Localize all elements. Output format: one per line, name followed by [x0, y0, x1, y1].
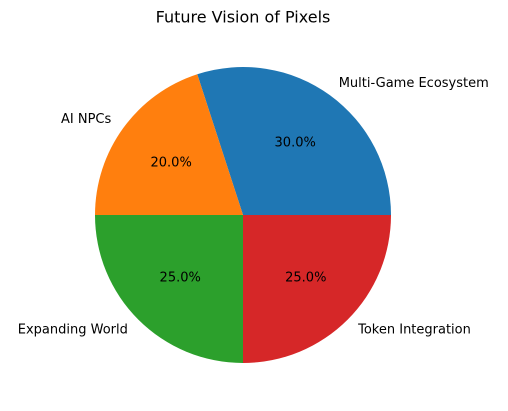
pie-slice [243, 215, 391, 363]
slice-label: Expanding World [18, 323, 128, 338]
pie-slice [95, 215, 243, 363]
value-label: 20.0% [151, 155, 192, 170]
slice-label: Token Integration [357, 323, 471, 338]
value-label: 25.0% [285, 270, 326, 285]
chart-title: Future Vision of Pixels [156, 8, 331, 27]
pie-slice [197, 66, 391, 215]
slice-label: Multi-Game Ecosystem [339, 76, 489, 91]
value-label: 30.0% [275, 136, 316, 151]
slice-label: AI NPCs [61, 112, 112, 127]
pie-slice [95, 74, 243, 215]
value-label: 25.0% [160, 270, 201, 285]
